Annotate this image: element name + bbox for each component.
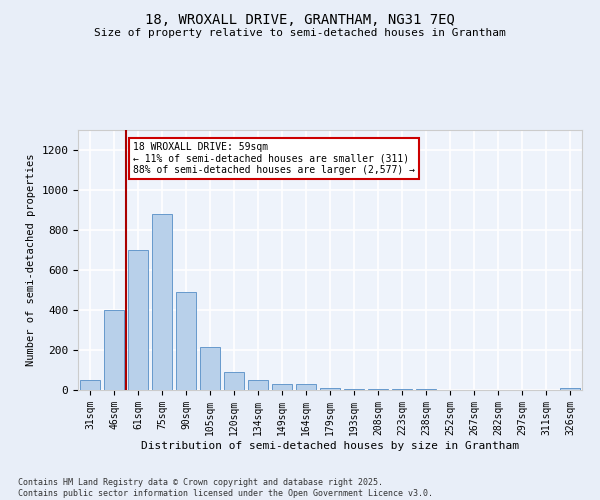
Text: 18, WROXALL DRIVE, GRANTHAM, NG31 7EQ: 18, WROXALL DRIVE, GRANTHAM, NG31 7EQ (145, 12, 455, 26)
Text: Contains HM Land Registry data © Crown copyright and database right 2025.
Contai: Contains HM Land Registry data © Crown c… (18, 478, 433, 498)
Bar (368, 389, 388, 390)
Bar (560, 388, 580, 390)
Bar (272, 384, 292, 390)
Text: Size of property relative to semi-detached houses in Grantham: Size of property relative to semi-detach… (94, 28, 506, 38)
Text: 18 WROXALL DRIVE: 59sqm
← 11% of semi-detached houses are smaller (311)
88% of s: 18 WROXALL DRIVE: 59sqm ← 11% of semi-de… (133, 142, 415, 175)
X-axis label: Distribution of semi-detached houses by size in Grantham: Distribution of semi-detached houses by … (141, 440, 519, 450)
Bar (344, 389, 364, 390)
Bar (296, 384, 316, 390)
Bar (152, 214, 172, 390)
Y-axis label: Number of semi-detached properties: Number of semi-detached properties (26, 154, 36, 366)
Bar (104, 310, 124, 390)
Bar (128, 250, 148, 390)
Bar (200, 347, 220, 390)
Bar (248, 380, 268, 390)
Bar (224, 372, 244, 390)
Bar (80, 380, 100, 390)
Bar (320, 388, 340, 390)
Bar (392, 389, 412, 390)
Bar (176, 292, 196, 390)
Bar (416, 389, 436, 390)
